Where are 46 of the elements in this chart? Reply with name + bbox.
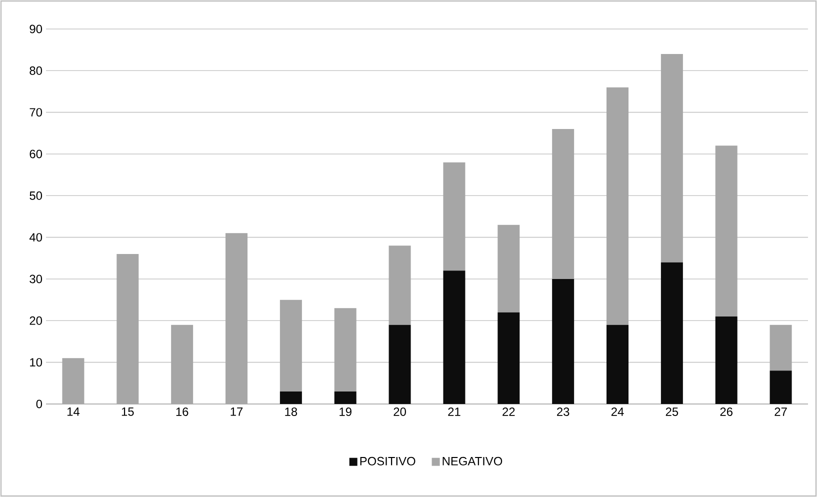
- x-tick-label: 16: [176, 408, 188, 416]
- bar: [334, 391, 356, 404]
- bar: [388, 324, 411, 404]
- legend-label: NEGATIVO: [442, 456, 502, 466]
- bar: [770, 370, 792, 404]
- x-tick-label: 22: [502, 408, 515, 416]
- bar: [552, 128, 574, 279]
- y-tick-label: 50: [30, 191, 42, 200]
- bar: [334, 308, 356, 392]
- bar: [715, 146, 738, 316]
- x-tick-label: 21: [448, 408, 460, 416]
- x-tick-label: 23: [557, 408, 570, 416]
- y-tick-label: 90: [30, 24, 42, 34]
- legend-label: POSITIVO: [360, 456, 416, 466]
- x-tick-label: 14: [67, 408, 80, 416]
- bar: [280, 300, 302, 392]
- bar: [443, 270, 466, 404]
- bar: [606, 87, 629, 325]
- y-tick-label: 80: [30, 66, 42, 75]
- y-tick-label: 10: [30, 358, 42, 367]
- x-tick-label: 20: [394, 408, 406, 416]
- bar: [498, 312, 520, 404]
- bar: [660, 262, 683, 404]
- bar: [552, 278, 574, 404]
- bar: [715, 316, 738, 404]
- y-tick-label: 40: [29, 233, 42, 242]
- y-tick-label: 60: [30, 150, 42, 158]
- bar: [280, 391, 302, 404]
- x-tick-label: 15: [122, 408, 134, 416]
- bar: [388, 246, 411, 325]
- x-tick-label: 25: [666, 408, 678, 416]
- x-tick-label: 26: [720, 408, 732, 416]
- x-tick-label: 19: [340, 408, 352, 416]
- bar: [498, 224, 520, 312]
- x-tick-label: 17: [230, 408, 243, 416]
- x-tick-label: 27: [774, 408, 787, 416]
- x-tick-label: 24: [611, 408, 624, 416]
- y-tick-label: 70: [30, 108, 42, 117]
- bar: [606, 324, 629, 404]
- y-tick-label: 20: [30, 316, 42, 325]
- x-tick-label: 18: [285, 408, 298, 416]
- bar: [443, 162, 466, 271]
- y-tick-label: 30: [30, 274, 42, 284]
- y-tick-label: 0: [36, 400, 42, 408]
- bar: [770, 324, 792, 371]
- bar: [660, 54, 683, 262]
